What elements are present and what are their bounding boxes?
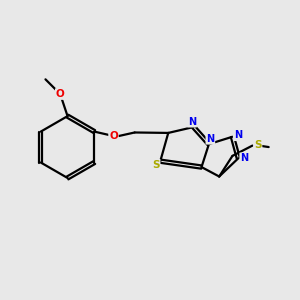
Text: O: O — [56, 89, 64, 99]
Text: S: S — [254, 140, 262, 150]
Text: N: N — [234, 130, 242, 140]
Text: N: N — [206, 134, 214, 144]
Text: O: O — [109, 131, 118, 141]
Text: N: N — [240, 153, 248, 163]
Text: S: S — [152, 160, 160, 170]
Text: N: N — [188, 117, 196, 127]
